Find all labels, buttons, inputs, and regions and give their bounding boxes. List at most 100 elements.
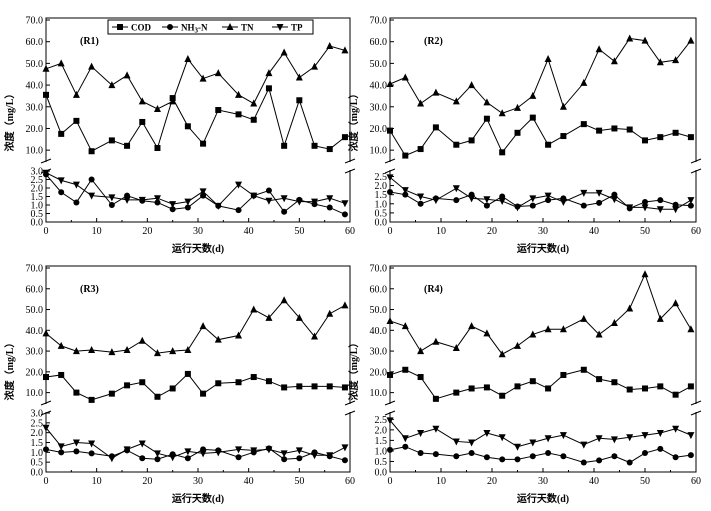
data-point-cod [626, 386, 633, 393]
data-point-tn [42, 329, 50, 337]
data-point-tn [468, 81, 476, 89]
data-point-cod [545, 141, 552, 148]
data-point-tp [498, 198, 506, 206]
data-point-tn [184, 55, 192, 63]
data-point-tp [498, 434, 506, 442]
series-line-tp [45, 427, 346, 459]
data-point-tp [184, 198, 192, 206]
panel-tag: (R1) [80, 36, 99, 47]
data-point-tn [498, 350, 506, 358]
x-tick-label: 30 [538, 476, 548, 487]
data-point-tp [401, 187, 409, 195]
axis-break-mark [690, 410, 702, 416]
data-point-cod [596, 376, 603, 383]
data-point-nh3n [417, 450, 424, 457]
series-line-tp [45, 172, 346, 207]
data-point-tp [311, 198, 319, 206]
data-point-nh3n [235, 207, 242, 214]
data-point-tp [265, 197, 273, 205]
panel-tag: (R2) [424, 36, 443, 47]
data-point-cod [642, 385, 648, 392]
data-point-tn [672, 56, 680, 64]
data-point-nh3n [88, 450, 95, 457]
data-point-tn [153, 104, 161, 112]
y-tick-label: 70.0 [370, 16, 388, 27]
data-point-cod [235, 379, 242, 386]
data-point-nh3n [672, 201, 679, 208]
x-axis-label: 运行天数(d) [517, 492, 569, 505]
y-tick-label: 2.5 [375, 415, 388, 426]
data-point-nh3n [580, 459, 587, 466]
series-line-tn [389, 37, 692, 114]
data-point-cod [43, 374, 49, 381]
data-point-cod [642, 137, 648, 144]
x-tick-label: 10 [436, 226, 446, 237]
data-point-tn [199, 322, 207, 330]
axis-break-mark [384, 400, 396, 406]
data-point-tn [595, 330, 603, 338]
y-tick-label: 30.0 [370, 347, 388, 358]
series-cod [43, 85, 348, 155]
y-tick-label: 0.5 [31, 209, 44, 220]
axis-break-mark [40, 400, 52, 406]
series-nh3n [43, 171, 348, 218]
data-point-tn [417, 99, 425, 107]
data-point-nh3n [611, 191, 618, 198]
legend-label-nh3n: NH3-N [181, 23, 208, 35]
data-point-nh3n [58, 449, 65, 456]
data-point-tp [214, 202, 222, 210]
data-point-nh3n [417, 200, 424, 207]
data-point-tp [610, 436, 618, 444]
data-point-tp [169, 454, 177, 462]
y-tick-label: 50.0 [26, 59, 44, 70]
series-nh3n [387, 443, 694, 466]
data-point-nh3n [529, 453, 536, 460]
y-tick-label: 2.0 [31, 184, 44, 195]
data-point-cod [626, 126, 633, 133]
y-tick-label: 10.0 [26, 388, 44, 399]
data-point-cod [139, 379, 146, 386]
data-point-cod [432, 395, 439, 402]
data-point-nh3n [514, 456, 521, 463]
data-point-cod [108, 137, 115, 144]
data-point-tp [468, 439, 476, 447]
axis-break-mark [690, 400, 702, 406]
series-tp [386, 417, 695, 451]
data-point-tn [280, 296, 288, 304]
data-point-tp [235, 181, 243, 189]
data-point-nh3n [281, 208, 288, 215]
data-point-cod [672, 129, 679, 136]
data-point-tp [214, 449, 222, 457]
data-point-tp [559, 432, 567, 440]
x-tick-label: 40 [589, 476, 599, 487]
data-point-nh3n [387, 446, 393, 453]
data-point-tn [72, 90, 80, 98]
data-point-tn [498, 109, 506, 117]
y-tick-label: 70.0 [370, 264, 388, 275]
data-point-cod [88, 396, 95, 403]
data-point-tp [386, 417, 394, 425]
data-point-nh3n [387, 188, 393, 195]
data-point-tp [641, 432, 649, 440]
x-tick-label: 50 [640, 226, 650, 237]
data-point-tp [529, 195, 537, 203]
data-point-nh3n [483, 202, 490, 209]
y-tick-label: 60.0 [370, 284, 388, 295]
data-point-tp [123, 446, 131, 454]
data-point-tp [626, 434, 634, 442]
data-point-tn [595, 45, 603, 53]
data-point-tn [235, 90, 243, 98]
data-point-tp [295, 447, 303, 455]
legend-marker-cod [117, 24, 123, 30]
data-point-cod [657, 134, 664, 141]
y-tick-label: 30.0 [26, 347, 44, 358]
data-point-cod [560, 371, 567, 378]
data-point-tp [452, 185, 460, 193]
data-point-tp [641, 204, 649, 212]
data-point-tn [580, 78, 588, 86]
data-point-tn [417, 347, 425, 355]
data-point-cod [580, 366, 587, 373]
data-point-nh3n [642, 198, 648, 205]
y-tick-label: 20.0 [26, 124, 44, 135]
